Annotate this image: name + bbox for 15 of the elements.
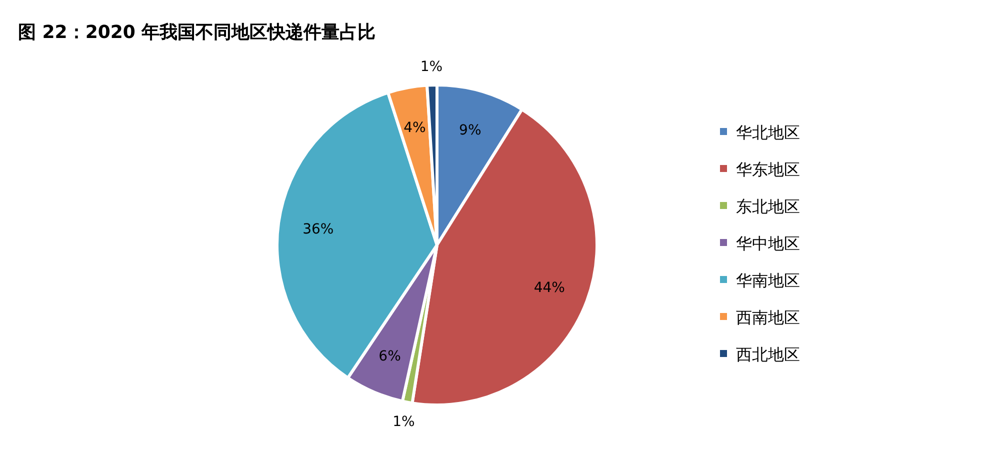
- legend-label: 华东地区: [736, 160, 800, 179]
- data-label: 44%: [534, 280, 565, 296]
- chart-title: 图 22：2020 年我国不同地区快递件量占比: [18, 22, 376, 43]
- legend-label: 西南地区: [736, 308, 800, 327]
- data-label: 9%: [459, 122, 482, 139]
- data-label: 4%: [404, 120, 426, 136]
- legend-label: 东北地区: [736, 197, 800, 216]
- legend-label: 华中地区: [736, 234, 800, 253]
- data-label: 1%: [420, 58, 443, 75]
- legend-label: 西北地区: [736, 345, 800, 364]
- data-label: 6%: [378, 348, 401, 364]
- legend-label: 华南地区: [736, 271, 800, 290]
- data-label: 1%: [392, 414, 415, 430]
- data-label: 36%: [302, 221, 334, 238]
- legend-label: 华北地区: [736, 123, 800, 142]
